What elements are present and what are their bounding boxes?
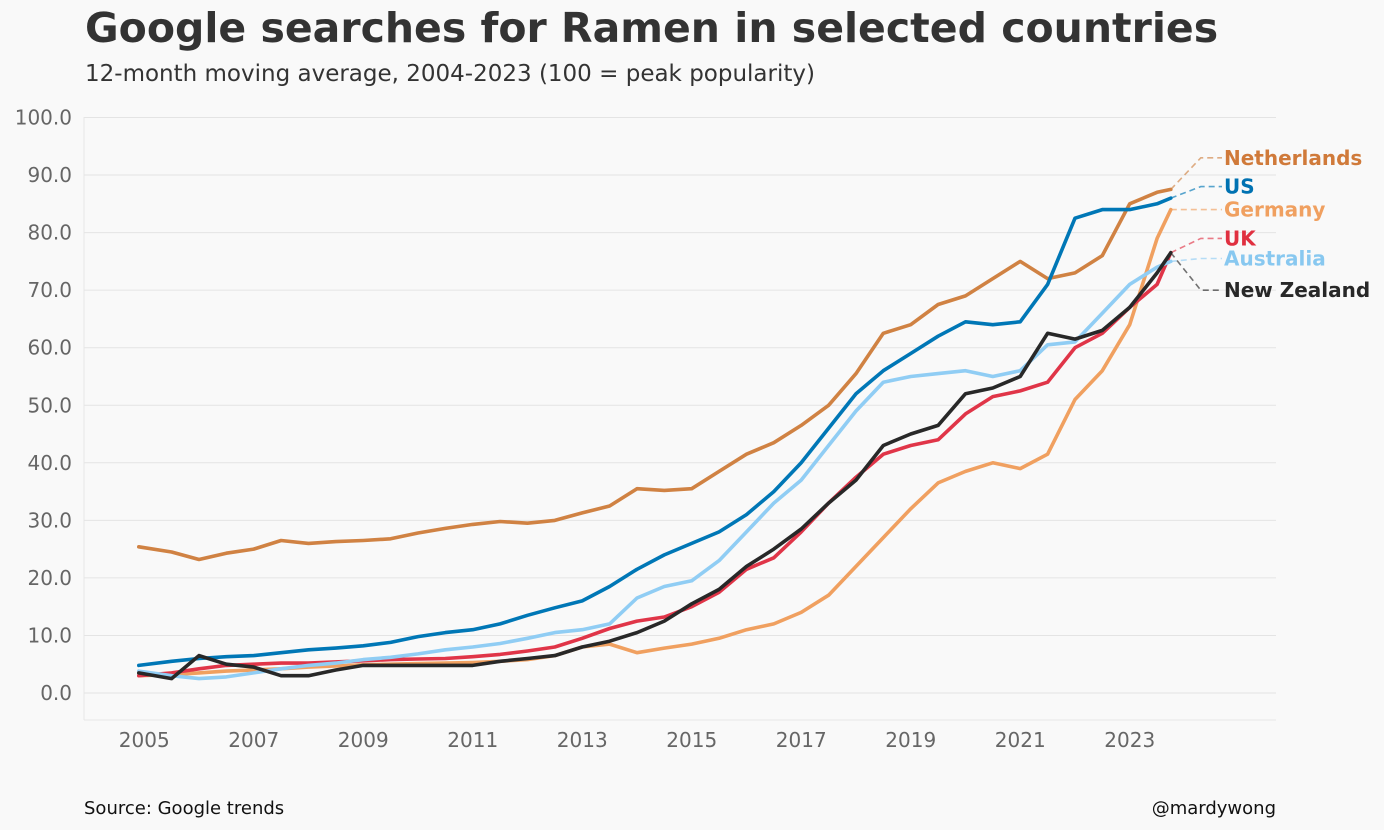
x-tick-label: 2015 [666, 728, 717, 752]
series-line-netherlands [137, 187, 1173, 562]
series-label-australia: Australia [1224, 246, 1326, 270]
x-tick-label: 2019 [885, 728, 936, 752]
label-connector [1170, 257, 1222, 263]
series-line-us [137, 196, 1173, 668]
credit-note: @mardywong [1151, 798, 1276, 819]
chart-title: Google searches for Ramen in selected co… [85, 4, 1219, 52]
y-tick-label: 10.0 [27, 623, 72, 647]
series-label-netherlands: Netherlands [1224, 146, 1362, 170]
x-tick-label: 2013 [557, 728, 608, 752]
series-line-new-zealand [137, 250, 1173, 681]
y-tick-label: 80.0 [27, 221, 72, 245]
x-tick-label: 2005 [119, 728, 170, 752]
label-connector [1170, 237, 1222, 254]
grid-lines [84, 117, 1276, 694]
series-line-germany [137, 207, 1173, 678]
x-tick-label: 2011 [447, 728, 498, 752]
label-connector [1170, 157, 1222, 190]
series-label-new-zealand: New Zealand [1224, 278, 1370, 302]
series-label-us: US [1224, 175, 1255, 199]
x-tick-label: 2023 [1104, 728, 1155, 752]
label-connector [1170, 252, 1222, 292]
x-tick-label: 2017 [776, 728, 827, 752]
label-connectors [1170, 157, 1222, 292]
label-connector [1170, 185, 1222, 199]
y-tick-label: 90.0 [27, 163, 72, 187]
chart-subtitle: 12-month moving average, 2004-2023 (100 … [85, 61, 815, 87]
y-tick-label: 60.0 [27, 336, 72, 360]
y-tick-label: 30.0 [27, 508, 72, 532]
series-label-germany: Germany [1224, 198, 1325, 222]
y-tick-label: 50.0 [27, 393, 72, 417]
x-tick-label: 2021 [995, 728, 1046, 752]
source-note: Source: Google trends [84, 798, 285, 819]
y-tick-label: 100.0 [15, 106, 72, 130]
y-tick-label: 40.0 [27, 451, 72, 475]
series-line-uk [137, 250, 1173, 678]
y-tick-label: 70.0 [27, 278, 72, 302]
series-lines [137, 187, 1173, 681]
series-line-australia [137, 259, 1173, 681]
x-tick-label: 2007 [228, 728, 279, 752]
x-tick-label: 2009 [338, 728, 389, 752]
series-label-uk: UK [1224, 226, 1257, 250]
axes: 0.0 10.0 20.0 30.0 40.0 50.0 60.0 70.0 80.0 90.0 1… [15, 106, 1276, 752]
y-tick-label: 0.0 [40, 681, 72, 705]
y-tick-label: 20.0 [27, 566, 72, 590]
